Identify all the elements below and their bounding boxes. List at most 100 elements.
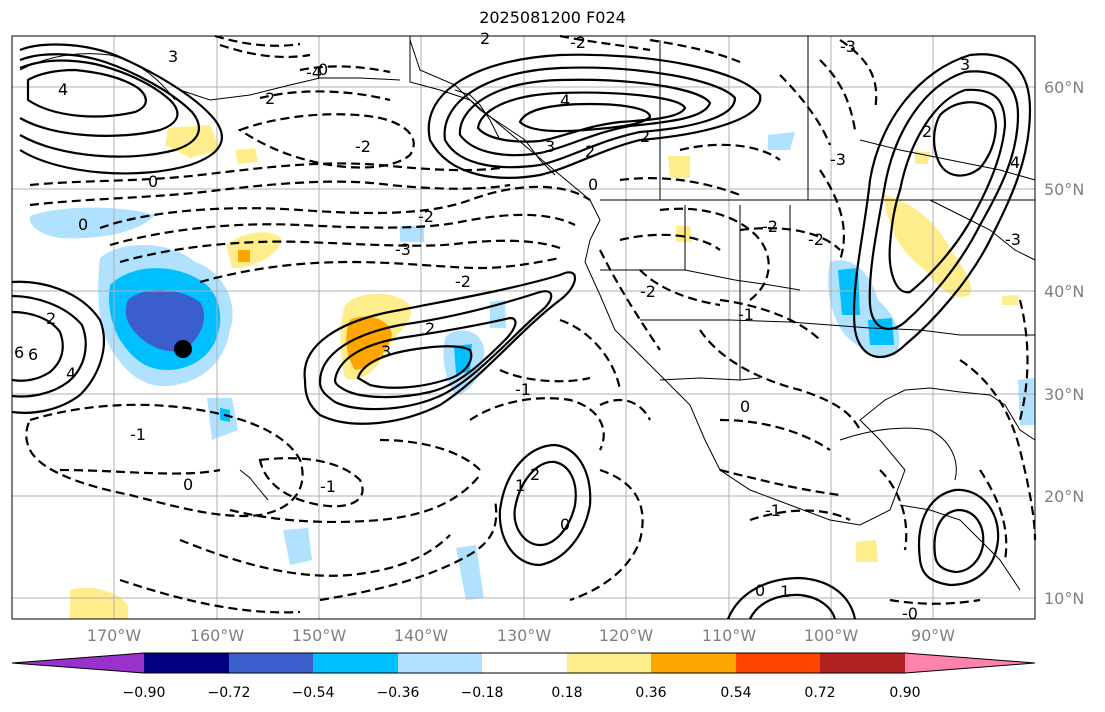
lon-label: 160°W — [190, 626, 245, 645]
lat-label: 20°N — [1044, 487, 1084, 506]
contour-label: -2 — [418, 207, 434, 226]
contour-label: -2 — [570, 33, 586, 52]
negative-anomaly-medium — [868, 318, 894, 345]
contour-label: -3 — [840, 37, 856, 56]
contour-label: 1 — [515, 476, 525, 495]
contour-label: 2 — [640, 127, 650, 146]
contour-label: 3 — [545, 137, 555, 156]
colorbar-bin — [144, 653, 229, 673]
contour-label: 2 — [922, 122, 932, 141]
positive-anomaly-light — [856, 540, 878, 562]
map-panel: 4 3 2 0 4 3 2 2 2 3 4 6 2 1 0 -2 -2 -1 0… — [11, 29, 1037, 623]
positive-anomaly-light — [676, 226, 692, 242]
colorbar-tick-label: 0.90 — [889, 685, 920, 701]
contour-label: 6 — [14, 343, 24, 362]
shaded-anomalies — [29, 125, 1035, 619]
colorbar-tick-label: 0.54 — [720, 685, 751, 701]
lat-label: 40°N — [1044, 282, 1084, 301]
negative-anomaly-light — [456, 545, 484, 600]
colorbar-bin — [567, 653, 651, 673]
negative-anomaly-light — [29, 207, 155, 239]
contour-label: 2 — [585, 142, 595, 161]
colorbar-tick-label: 0.72 — [804, 685, 835, 701]
colorbar-bin — [229, 653, 313, 673]
lat-label: 50°N — [1044, 180, 1084, 199]
contour-label: 4 — [66, 364, 76, 383]
positive-anomaly-light — [235, 148, 258, 164]
lon-label: 100°W — [804, 626, 859, 645]
contour-label: -1 — [765, 501, 781, 520]
colorbar-bin — [736, 653, 820, 673]
positive-anomaly-light — [1002, 295, 1018, 305]
contour-label: -1 — [320, 477, 336, 496]
contour-label: 3 — [960, 55, 970, 74]
contour-label: -2 — [355, 137, 371, 156]
negative-anomaly-light — [768, 132, 795, 150]
negative-anomaly-light — [283, 528, 312, 565]
contour-label: -1 — [130, 425, 146, 444]
colorbar-outline — [11, 652, 1036, 674]
contour-labels: 4 3 2 0 4 3 2 2 2 3 4 6 2 1 0 -2 -2 -1 0… — [14, 29, 1021, 623]
contour-label: 2 — [530, 465, 540, 484]
contour-label: 3 — [381, 342, 391, 361]
contour-label: 4 — [58, 80, 68, 99]
contour-label: 0 — [148, 172, 158, 191]
colorbar-tick-label: 0.18 — [551, 685, 582, 701]
lon-label: 90°W — [911, 626, 955, 645]
height-contours — [11, 34, 1037, 620]
contour-label: 0 — [755, 581, 765, 600]
contour-label: -3 — [395, 240, 411, 259]
colorbar-tick-label: 0.36 — [635, 685, 666, 701]
colorbar-bin — [398, 653, 482, 673]
latitude-labels: 60°N 50°N 40°N 30°N 20°N 10°N — [1044, 78, 1084, 608]
colorbar-tick-label: −0.90 — [123, 685, 166, 701]
contour-label: 2 — [265, 89, 275, 108]
negative-anomaly-strong — [125, 290, 204, 352]
lon-label: 110°W — [702, 626, 757, 645]
negative-anomaly-light — [400, 226, 424, 242]
contour-label: -2 — [808, 230, 824, 249]
contour-label: -3 — [830, 150, 846, 169]
map-title: 2025081200 F024 — [479, 8, 626, 27]
positive-anomaly-light — [668, 156, 690, 178]
contour-label: 1 — [780, 582, 790, 601]
positive-anomaly-light — [884, 195, 971, 298]
colorbar-bin — [820, 653, 905, 673]
lon-label: 140°W — [394, 626, 449, 645]
contour-label: 0 — [560, 515, 570, 534]
contour-label: -2 — [455, 272, 471, 291]
contour-label: 3 — [168, 47, 178, 66]
colorbar-extend-low — [12, 653, 144, 673]
contour-label: 4 — [560, 91, 570, 110]
contour-label: 0 — [588, 175, 598, 194]
colorbar-tick-label: −0.36 — [377, 685, 420, 701]
contour-label: 0 — [318, 60, 328, 79]
lon-label: 170°W — [87, 626, 142, 645]
lat-label: 30°N — [1044, 385, 1084, 404]
colorbar-bin — [651, 653, 736, 673]
contour-label: 0 — [78, 215, 88, 234]
colorbar: −0.90 −0.72 −0.54 −0.36 −0.18 0.18 0.36 … — [11, 652, 1036, 701]
lon-label: 120°W — [599, 626, 654, 645]
contour-label: -2 — [640, 282, 656, 301]
contour-label: 6 — [28, 345, 38, 364]
lon-label: 150°W — [292, 626, 347, 645]
lat-label: 60°N — [1044, 78, 1084, 97]
contour-label: 2 — [46, 309, 56, 328]
colorbar-tick-label: −0.18 — [461, 685, 504, 701]
contour-label: -1 — [738, 305, 754, 324]
storm-center-marker — [174, 340, 192, 358]
map-frame — [11, 35, 1036, 620]
lat-label: 10°N — [1044, 589, 1084, 608]
contour-label: 2 — [480, 29, 490, 48]
longitude-labels: 170°W 160°W 150°W 140°W 130°W 120°W 110°… — [87, 626, 955, 645]
contour-label: -0 — [902, 604, 918, 623]
contour-label: -4 — [306, 63, 322, 82]
contour-label: 2 — [425, 319, 435, 338]
colorbar-bin — [313, 653, 398, 673]
contour-label: 0 — [183, 475, 193, 494]
colorbar-tick-label: −0.54 — [292, 685, 335, 701]
colorbar-extend-high — [905, 653, 1035, 673]
contour-label: 0 — [740, 397, 750, 416]
